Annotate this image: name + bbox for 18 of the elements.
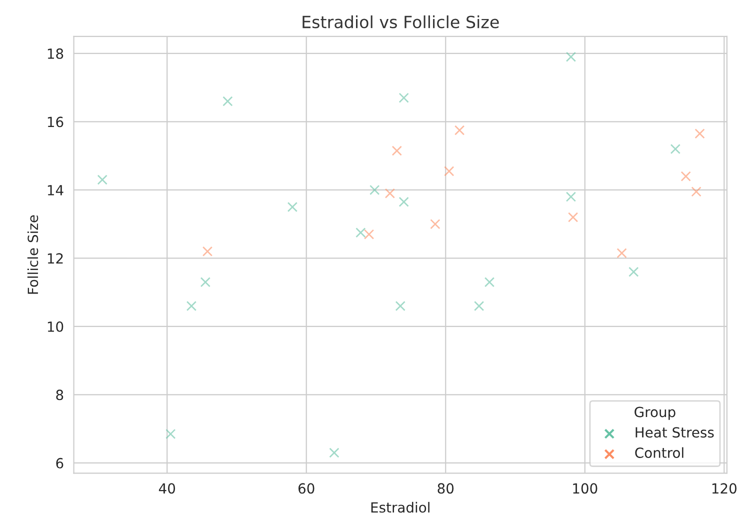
x-tick-label: 120 — [712, 483, 736, 494]
y-tick-label: 8 — [56, 390, 64, 400]
y-tick-label: 10 — [48, 321, 64, 332]
x-tick-label: 100 — [573, 483, 598, 494]
y-tick-label: 16 — [48, 116, 64, 128]
y-tick-label: 12 — [48, 253, 63, 264]
legend-title: Group — [634, 406, 676, 420]
y-tick-label: 14 — [48, 185, 64, 196]
x-tick-label: 40 — [158, 483, 176, 494]
x-tick-label: 60 — [298, 483, 314, 494]
legend-label: Control — [635, 447, 684, 458]
x-tick-label: 80 — [438, 483, 454, 494]
chart-title: Estradiol vs Follicle Size — [302, 15, 499, 28]
y-tick-label: 6 — [56, 458, 64, 468]
legend-label: Heat Stress — [636, 427, 714, 438]
y-axis-title: Follicle Size — [27, 215, 38, 294]
y-tick-label: 18 — [48, 48, 64, 59]
x-axis-title: Estradiol — [371, 502, 430, 513]
